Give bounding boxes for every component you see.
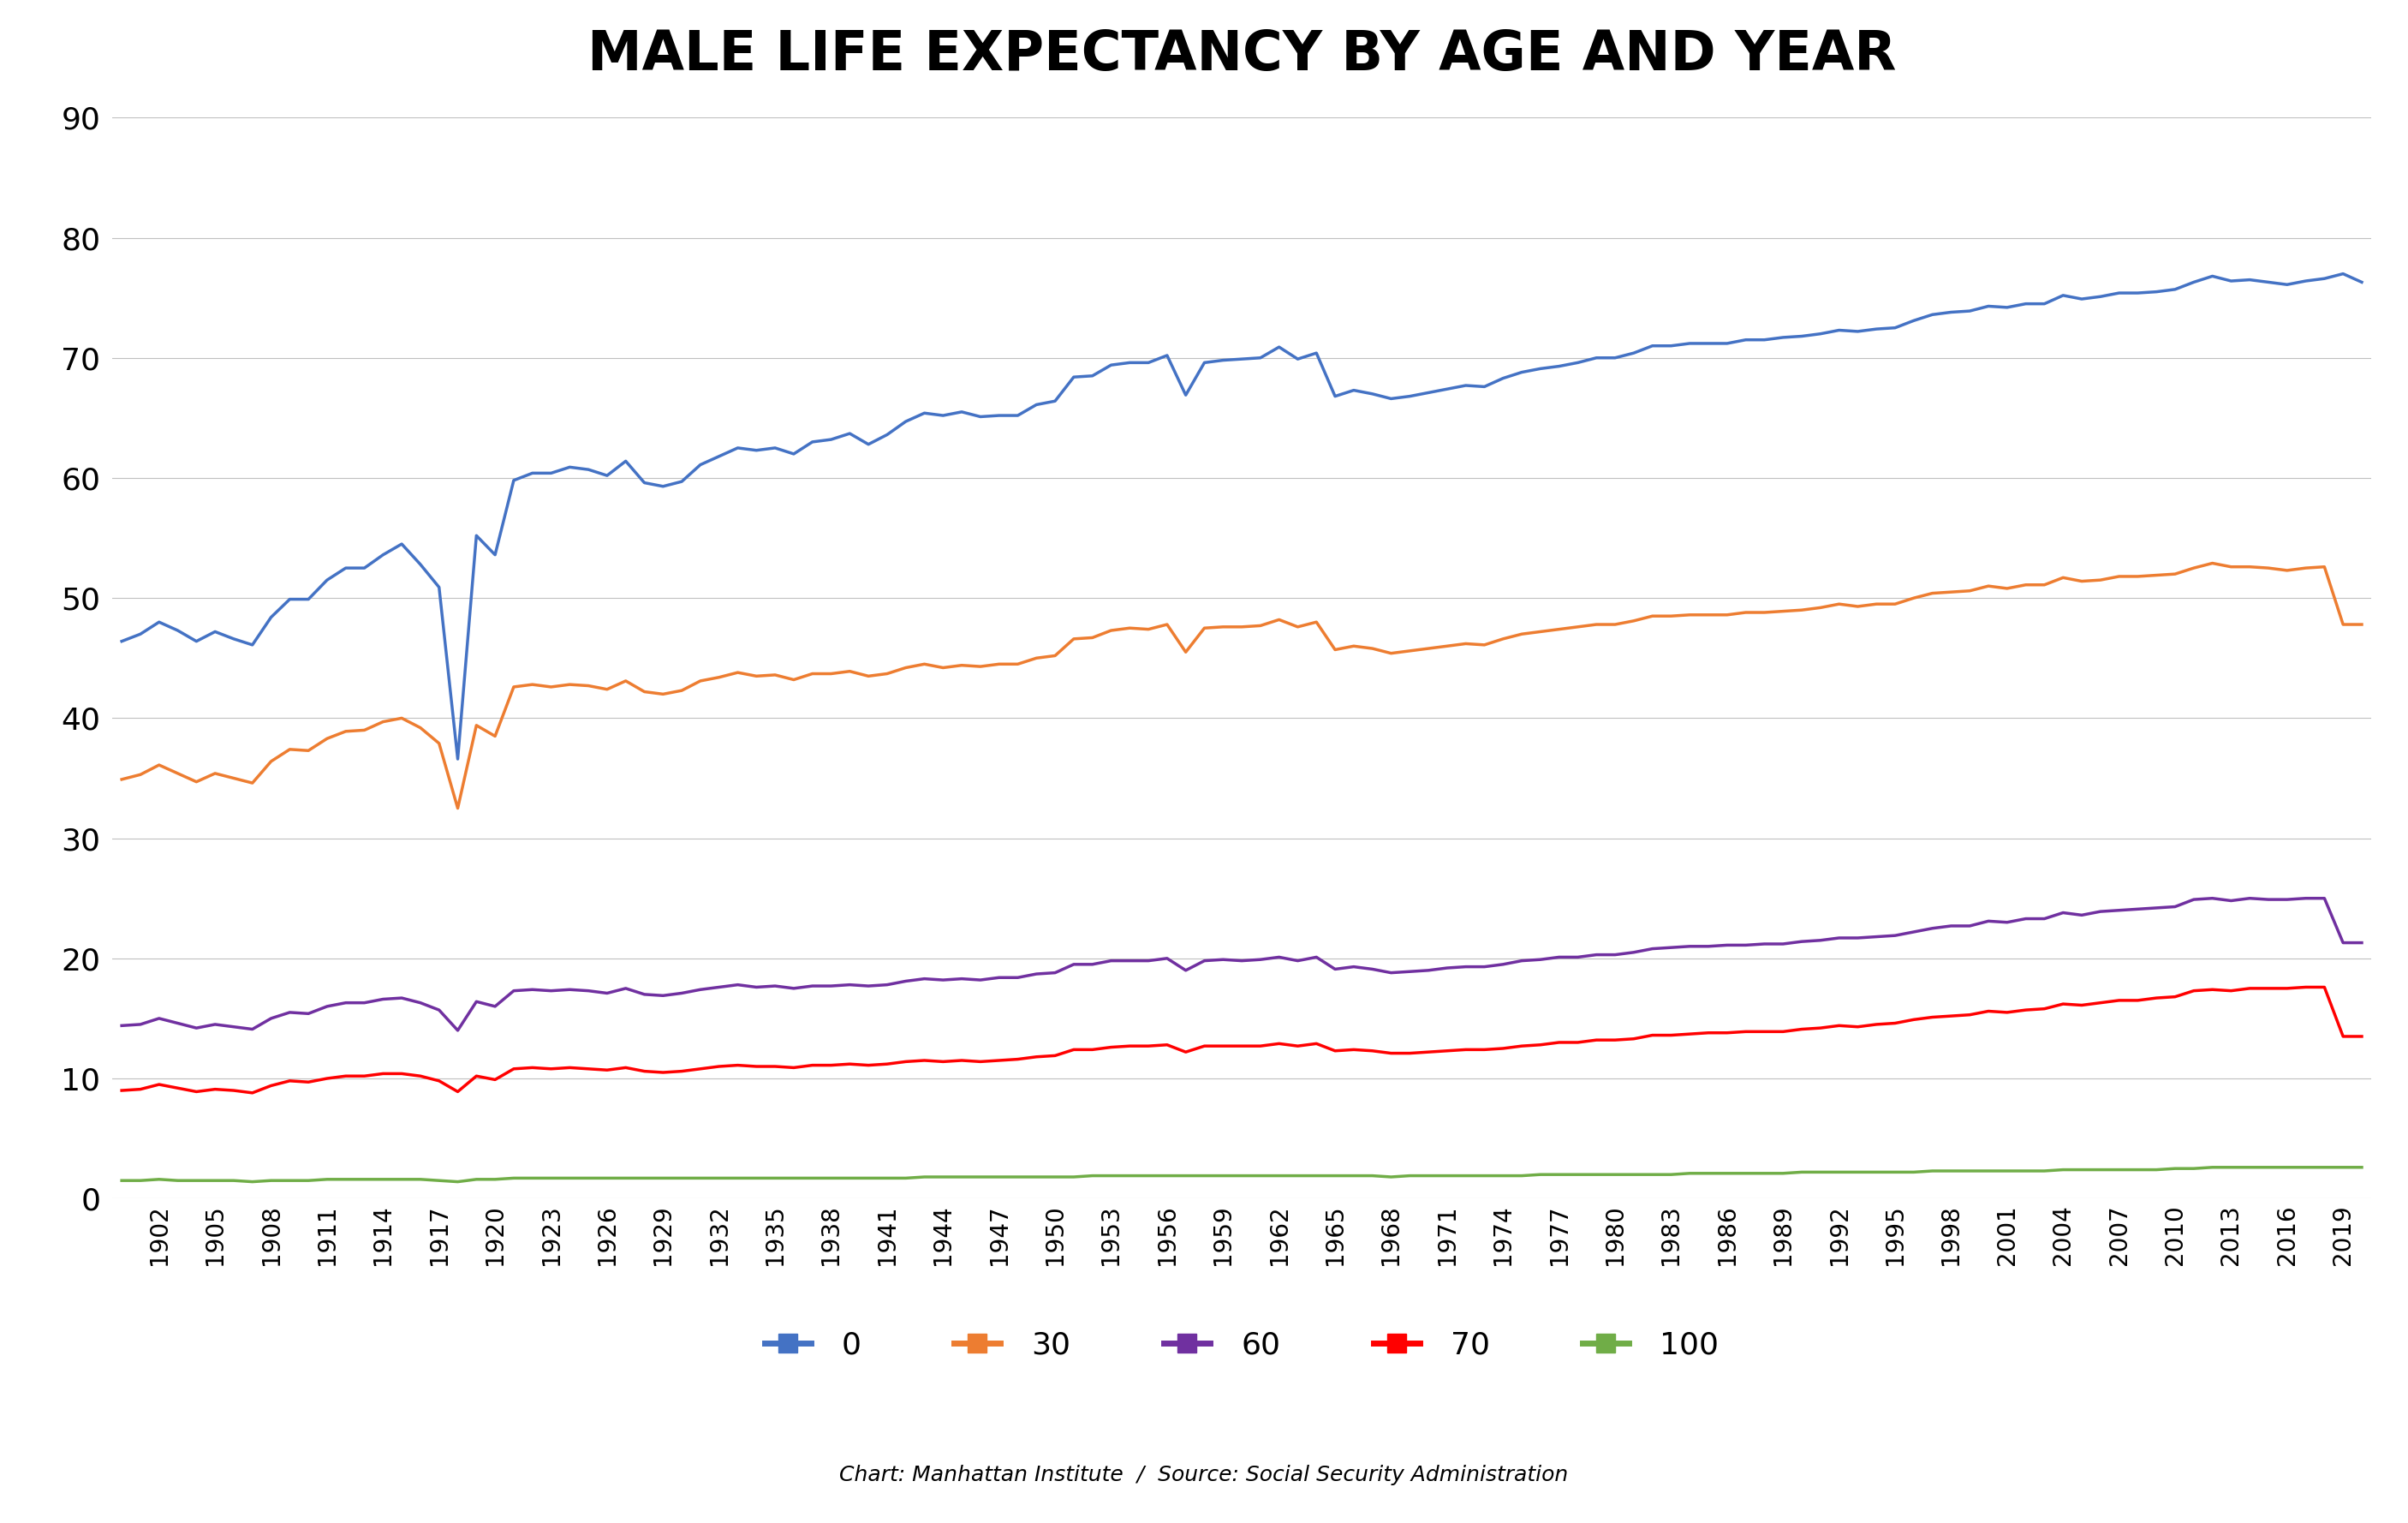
Legend: 0, 30, 60, 70, 100: 0, 30, 60, 70, 100	[751, 1319, 1731, 1372]
Text: Chart: Manhattan Institute  /  Source: Social Security Administration: Chart: Manhattan Institute / Source: Soc…	[840, 1465, 1568, 1485]
Title: MALE LIFE EXPECTANCY BY AGE AND YEAR: MALE LIFE EXPECTANCY BY AGE AND YEAR	[588, 27, 1895, 81]
